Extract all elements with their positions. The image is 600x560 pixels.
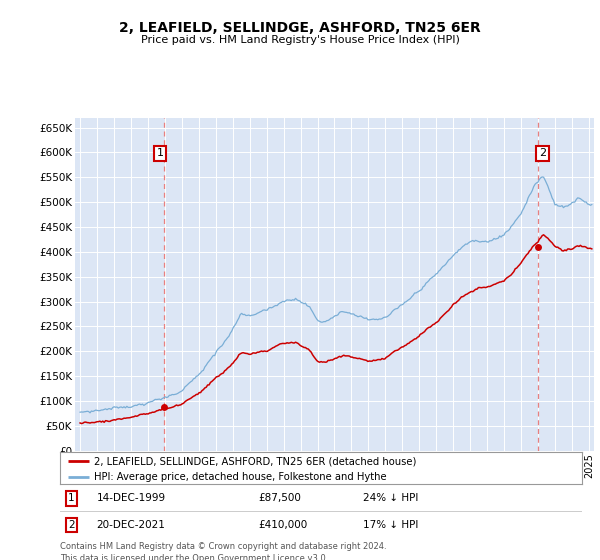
Text: 2: 2 (539, 148, 546, 158)
Text: 1: 1 (68, 493, 75, 503)
Text: 2, LEAFIELD, SELLINDGE, ASHFORD, TN25 6ER: 2, LEAFIELD, SELLINDGE, ASHFORD, TN25 6E… (119, 21, 481, 35)
Text: 1: 1 (157, 148, 163, 158)
Text: 17% ↓ HPI: 17% ↓ HPI (363, 520, 418, 530)
Text: 14-DEC-1999: 14-DEC-1999 (97, 493, 166, 503)
Text: £87,500: £87,500 (259, 493, 301, 503)
Text: HPI: Average price, detached house, Folkestone and Hythe: HPI: Average price, detached house, Folk… (94, 472, 386, 482)
Text: 20-DEC-2021: 20-DEC-2021 (97, 520, 166, 530)
Text: 2, LEAFIELD, SELLINDGE, ASHFORD, TN25 6ER (detached house): 2, LEAFIELD, SELLINDGE, ASHFORD, TN25 6E… (94, 456, 416, 466)
Text: Price paid vs. HM Land Registry's House Price Index (HPI): Price paid vs. HM Land Registry's House … (140, 35, 460, 45)
Text: 24% ↓ HPI: 24% ↓ HPI (363, 493, 418, 503)
Text: Contains HM Land Registry data © Crown copyright and database right 2024.
This d: Contains HM Land Registry data © Crown c… (60, 542, 386, 560)
Text: 2: 2 (68, 520, 75, 530)
Text: £410,000: £410,000 (259, 520, 308, 530)
